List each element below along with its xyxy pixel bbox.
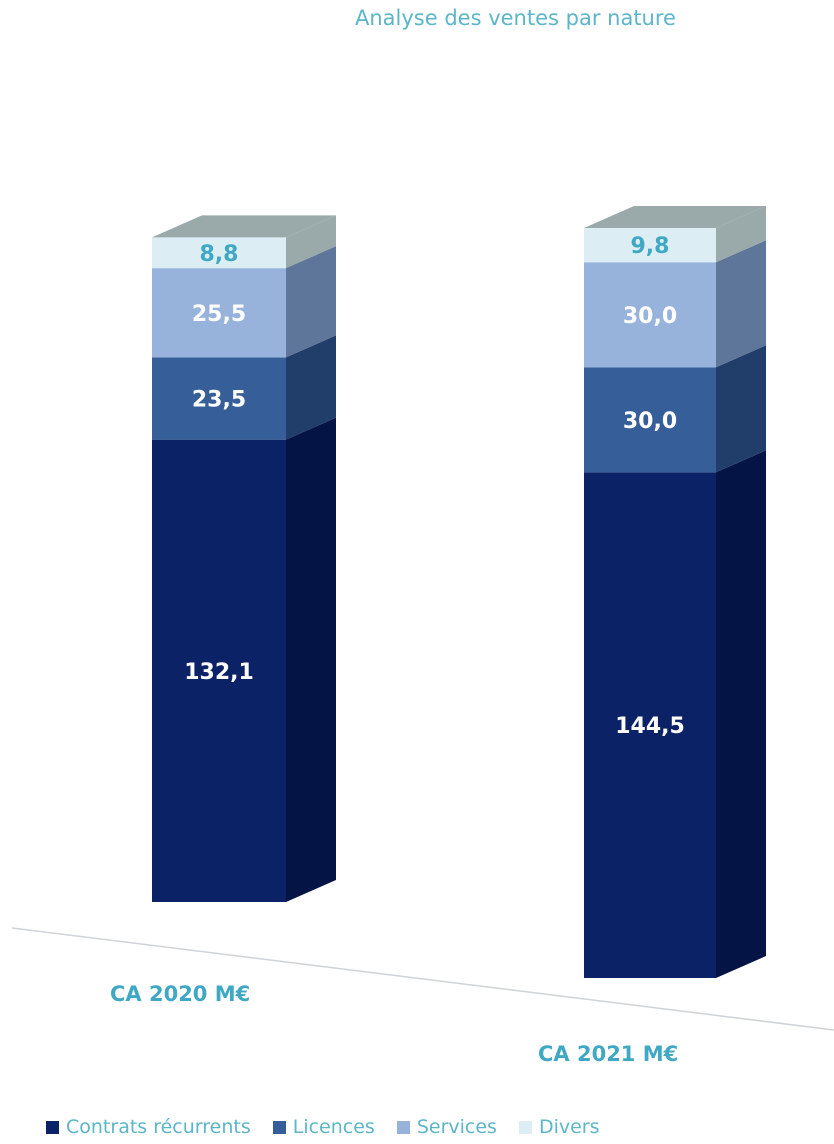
- bar-side-0-1: [716, 450, 766, 978]
- floor-line: [11, 927, 834, 1031]
- legend-swatch: [272, 1120, 286, 1134]
- bar-segment-1-0: [152, 357, 286, 440]
- bar-top-1: [584, 205, 766, 228]
- legend-label: Contrats récurrents: [66, 1116, 251, 1138]
- bar-segment-1-1: [584, 367, 716, 473]
- chart-title: Analyse des ventes par nature: [355, 6, 676, 30]
- data-label-1-1: 30,0: [623, 409, 677, 434]
- data-label-3-1: 9,8: [631, 234, 670, 259]
- bar-side-2-0: [286, 246, 336, 358]
- legend: Contrats récurrents Licences Services Di…: [46, 1116, 600, 1138]
- legend-label: Divers: [538, 1116, 600, 1138]
- legend-item-contrats: Contrats récurrents: [46, 1116, 251, 1138]
- legend-swatch: [46, 1120, 59, 1134]
- bars-group: 132,1 23,5 25,5 8,8 144,5 30,0 30,0 9,8: [152, 205, 766, 978]
- bar-top-0: [152, 215, 336, 238]
- data-label-3-0: 8,8: [200, 242, 239, 267]
- category-label-2020: CA 2020 M€: [110, 982, 251, 1006]
- bar-side-1-0: [286, 335, 336, 440]
- legend-label: Licences: [292, 1116, 375, 1138]
- legend-item-services: Services: [396, 1116, 497, 1138]
- data-label-2-1: 30,0: [623, 304, 677, 329]
- bar-side-3-0: [286, 215, 336, 269]
- bar-segment-3-0: [152, 237, 286, 269]
- bar-side-0-0: [286, 417, 336, 902]
- legend-item-divers: Divers: [518, 1116, 600, 1138]
- data-label-0-0: 132,1: [184, 660, 254, 685]
- bar-side-2-1: [716, 240, 766, 368]
- bar-segment-3-1: [584, 227, 716, 263]
- bar-segment-0-0: [152, 439, 286, 902]
- bar-side-3-1: [716, 205, 766, 263]
- data-label-0-1: 144,5: [615, 714, 685, 739]
- data-label-1-0: 23,5: [192, 388, 246, 413]
- bar-side-1-1: [716, 345, 766, 473]
- bar-segment-2-1: [584, 262, 716, 368]
- category-label-2021: CA 2021 M€: [538, 1042, 679, 1066]
- legend-label: Services: [416, 1116, 497, 1138]
- data-label-2-0: 25,5: [192, 302, 246, 327]
- legend-swatch: [518, 1120, 532, 1134]
- legend-item-licences: Licences: [272, 1116, 375, 1138]
- bar-segment-2-0: [152, 268, 286, 358]
- bar-segment-0-1: [584, 472, 716, 978]
- legend-swatch: [396, 1120, 410, 1134]
